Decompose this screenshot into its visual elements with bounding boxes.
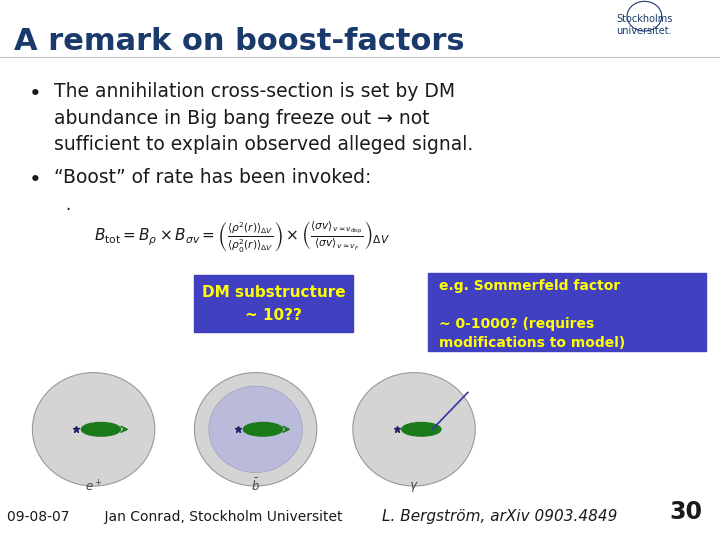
Text: DM substructure
~ 10??: DM substructure ~ 10?? [202, 285, 346, 323]
Ellipse shape [209, 386, 302, 472]
Ellipse shape [32, 373, 155, 486]
Ellipse shape [243, 422, 282, 436]
Ellipse shape [353, 373, 475, 486]
FancyBboxPatch shape [194, 275, 353, 332]
Ellipse shape [81, 422, 120, 436]
FancyBboxPatch shape [428, 273, 706, 351]
Text: $\gamma$: $\gamma$ [409, 480, 419, 494]
Text: “Boost” of rate has been invoked:: “Boost” of rate has been invoked: [54, 168, 372, 187]
Text: A remark on boost-factors: A remark on boost-factors [14, 27, 465, 56]
Text: $e^+$: $e^+$ [85, 479, 102, 494]
Text: The annihilation cross-section is set by DM
abundance in Big bang freeze out → n: The annihilation cross-section is set by… [54, 82, 473, 154]
Text: e.g. Sommerfeld factor

~ 0-1000? (requires
modifications to model): e.g. Sommerfeld factor ~ 0-1000? (requir… [439, 279, 626, 350]
Text: ·: · [65, 201, 70, 219]
Text: Stockholms
universitet.: Stockholms universitet. [616, 14, 672, 36]
Text: •: • [29, 84, 42, 104]
Text: $B_{\mathrm{tot}} = B_{\rho} \times B_{\sigma v} = \left(\frac{\langle \rho^2(r): $B_{\mathrm{tot}} = B_{\rho} \times B_{\… [94, 219, 390, 254]
Text: $\bar{b}$: $\bar{b}$ [251, 478, 260, 494]
Text: 30: 30 [669, 500, 702, 524]
Ellipse shape [402, 422, 441, 436]
Ellipse shape [194, 373, 317, 486]
Text: •: • [29, 170, 42, 190]
Text: L. Bergström, arXiv 0903.4849: L. Bergström, arXiv 0903.4849 [382, 509, 617, 524]
Text: 09-08-07        Jan Conrad, Stockholm Universitet: 09-08-07 Jan Conrad, Stockholm Universit… [7, 510, 343, 524]
